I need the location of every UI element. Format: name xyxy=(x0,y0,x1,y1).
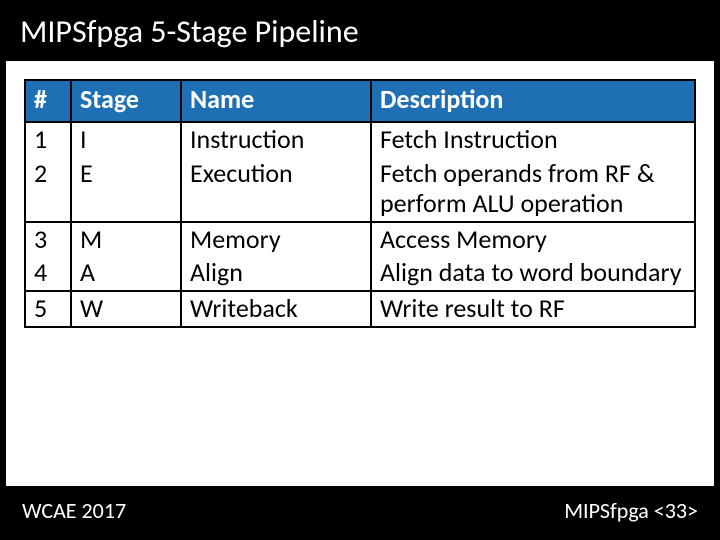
slide-title: MIPSfpga 5-Stage Pipeline xyxy=(20,12,359,51)
cell-name: Writeback xyxy=(181,291,371,327)
col-header-name: Name xyxy=(181,80,371,122)
col-header-num: # xyxy=(25,80,71,122)
table-row: 4 A Align Align data to word boundary xyxy=(25,256,695,291)
cell-stage: I xyxy=(71,122,181,157)
table-header-row: # Stage Name Description xyxy=(25,80,695,122)
cell-name: Align xyxy=(181,256,371,291)
slide-footer: WCAE 2017 MIPSfpga <33> xyxy=(6,486,714,534)
slide-content: # Stage Name Description 1 I Instruction… xyxy=(6,61,714,534)
cell-desc: Fetch Instruction xyxy=(371,122,695,157)
cell-desc: Align data to word boundary xyxy=(371,256,695,291)
cell-num: 2 xyxy=(25,157,71,222)
footer-right: MIPSfpga <33> xyxy=(564,497,698,524)
cell-num: 5 xyxy=(25,291,71,327)
table-row: 3 M Memory Access Memory xyxy=(25,222,695,257)
cell-stage: M xyxy=(71,222,181,257)
cell-stage: A xyxy=(71,256,181,291)
pipeline-table: # Stage Name Description 1 I Instruction… xyxy=(24,79,696,328)
table-row: 2 E Execution Fetch operands from RF & p… xyxy=(25,157,695,222)
col-header-stage: Stage xyxy=(71,80,181,122)
footer-left: WCAE 2017 xyxy=(22,497,126,524)
cell-desc: Access Memory xyxy=(371,222,695,257)
cell-num: 3 xyxy=(25,222,71,257)
table-row: 5 W Writeback Write result to RF xyxy=(25,291,695,327)
cell-name: Memory xyxy=(181,222,371,257)
table-row: 1 I Instruction Fetch Instruction xyxy=(25,122,695,157)
col-header-desc: Description xyxy=(371,80,695,122)
cell-stage: E xyxy=(71,157,181,222)
slide: MIPSfpga 5-Stage Pipeline # Stage Name D… xyxy=(6,6,714,534)
cell-desc: Write result to RF xyxy=(371,291,695,327)
cell-num: 4 xyxy=(25,256,71,291)
cell-stage: W xyxy=(71,291,181,327)
cell-name: Execution xyxy=(181,157,371,222)
cell-desc: Fetch operands from RF & perform ALU ope… xyxy=(371,157,695,222)
cell-name: Instruction xyxy=(181,122,371,157)
slide-title-bar: MIPSfpga 5-Stage Pipeline xyxy=(6,6,714,61)
cell-num: 1 xyxy=(25,122,71,157)
